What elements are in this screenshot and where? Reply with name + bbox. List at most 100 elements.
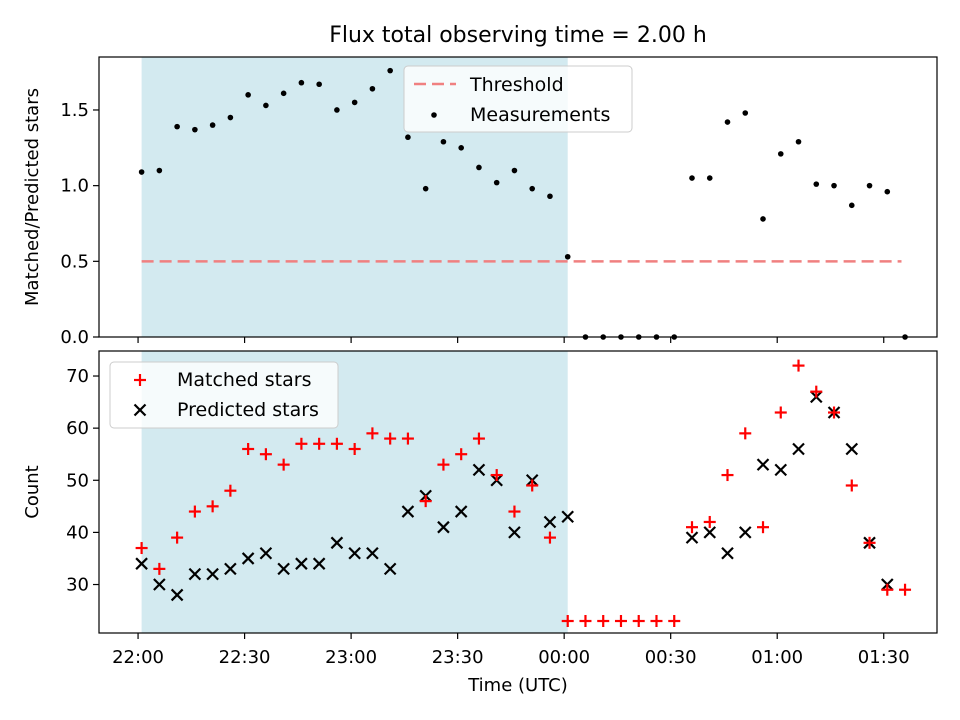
predicted-point <box>366 546 379 560</box>
measurement-point <box>493 179 500 186</box>
measurement-point <box>422 185 429 192</box>
measurement-point <box>706 175 713 181</box>
cross-stroke <box>383 562 397 576</box>
cross-stroke <box>170 588 184 602</box>
matched-point <box>419 495 432 508</box>
predicted-point <box>170 588 184 602</box>
measurement-point <box>813 181 820 187</box>
cross-stroke <box>756 458 770 471</box>
measurement-point <box>298 79 305 86</box>
x-tick-label: 22:00 <box>112 647 164 668</box>
bottom-y-label: Count <box>22 465 43 518</box>
predicted-point <box>454 505 468 518</box>
matched-point <box>242 442 255 455</box>
predicted-point <box>756 458 770 471</box>
cross-stroke <box>685 531 699 544</box>
matched-point <box>703 515 716 528</box>
cross-stroke <box>543 515 557 529</box>
cross-stroke <box>401 505 415 518</box>
bottom-y-tick-label: 30 <box>66 575 89 596</box>
matched-legend-label: Matched stars <box>177 369 311 391</box>
x-tick-label: 00:00 <box>538 647 590 668</box>
bottom-y-axis: 30 40 50 60 70 <box>66 366 99 596</box>
cross-stroke <box>241 552 255 565</box>
cross-stroke <box>792 442 805 456</box>
matched-point <box>828 406 841 419</box>
matched-point <box>650 615 663 628</box>
measurement-point <box>884 188 891 195</box>
cross-stroke <box>738 526 752 539</box>
matched-point <box>579 615 592 628</box>
measurement-point <box>174 123 180 130</box>
measurement-point <box>564 253 571 260</box>
top-plot: 0.0 0.5 1.0 1.5 Matched/Predicted stars Thr… <box>22 56 938 348</box>
cross-stroke <box>135 557 148 570</box>
top-legend: Threshold Measurements <box>403 65 633 133</box>
measurements-legend-marker <box>431 112 437 118</box>
matched-legend-marker <box>134 374 146 386</box>
matched-point <box>472 432 485 445</box>
x-tick-label: 00:30 <box>645 647 697 668</box>
cross-stroke <box>277 562 290 576</box>
matched-legend-glyph <box>134 374 146 386</box>
cross-stroke <box>437 520 450 534</box>
cross-stroke <box>330 536 344 550</box>
matched-point <box>899 583 912 596</box>
measurement-point <box>387 67 393 74</box>
measurement-point <box>263 102 269 109</box>
cross-stroke <box>774 463 788 477</box>
bottom-plot-frame <box>98 350 938 634</box>
top-y-tick-label: 1.0 <box>60 176 89 197</box>
matched-point <box>543 531 556 544</box>
predicted-point <box>508 526 521 539</box>
measurement-point <box>138 169 145 175</box>
predicted-point <box>774 463 788 477</box>
measurement-point <box>209 122 216 128</box>
measurement-point <box>316 81 322 88</box>
top-y-tick-label: 0.5 <box>60 251 89 272</box>
bottom-legend: Matched stars Predicted stars <box>109 361 339 429</box>
predicted-point <box>543 515 557 529</box>
matched-point <box>614 615 627 628</box>
measurements-legend-label: Measurements <box>470 104 610 126</box>
matched-point <box>171 531 184 544</box>
measurement-point <box>689 175 695 181</box>
predicted-point <box>845 442 859 456</box>
matched-point <box>455 448 468 461</box>
cross-stroke <box>224 562 237 576</box>
cross-stroke <box>259 546 273 560</box>
threshold-legend-label: Threshold <box>469 74 564 96</box>
bottom-y-tick-label: 70 <box>66 366 89 387</box>
predicted-point <box>188 567 202 581</box>
predicted-point <box>241 552 255 565</box>
measurement-point <box>724 119 731 125</box>
measurement-point <box>227 114 234 121</box>
measurement-point <box>547 193 553 200</box>
cross-stroke <box>153 578 166 591</box>
matched-point <box>490 469 503 482</box>
matched-point <box>259 448 272 461</box>
matched-point <box>366 427 379 440</box>
matched-point <box>863 536 876 549</box>
cross-stroke <box>472 463 486 477</box>
top-legend-box <box>403 65 633 133</box>
matched-point <box>632 615 645 628</box>
top-x-ticks <box>137 337 885 343</box>
predicted-point <box>135 557 148 570</box>
predicted-point <box>721 546 734 560</box>
measurement-point <box>760 216 766 222</box>
measurement-point <box>405 134 411 141</box>
matched-point <box>295 437 308 450</box>
predicted-point <box>295 557 308 570</box>
predicted-point <box>383 562 397 576</box>
predicted-point <box>472 463 486 477</box>
predicted-point <box>685 531 699 544</box>
x-tick-label: 22:30 <box>219 647 271 668</box>
measurement-point <box>742 110 749 116</box>
top-y-label: Matched/Predicted stars <box>22 88 43 306</box>
matched-point <box>845 479 858 492</box>
matched-point <box>330 437 343 450</box>
bottom-plot: 30 40 50 60 70 22:00 22:30 23:00 23:30 00:00 00:3… <box>22 350 938 696</box>
cross-stroke <box>206 567 219 581</box>
